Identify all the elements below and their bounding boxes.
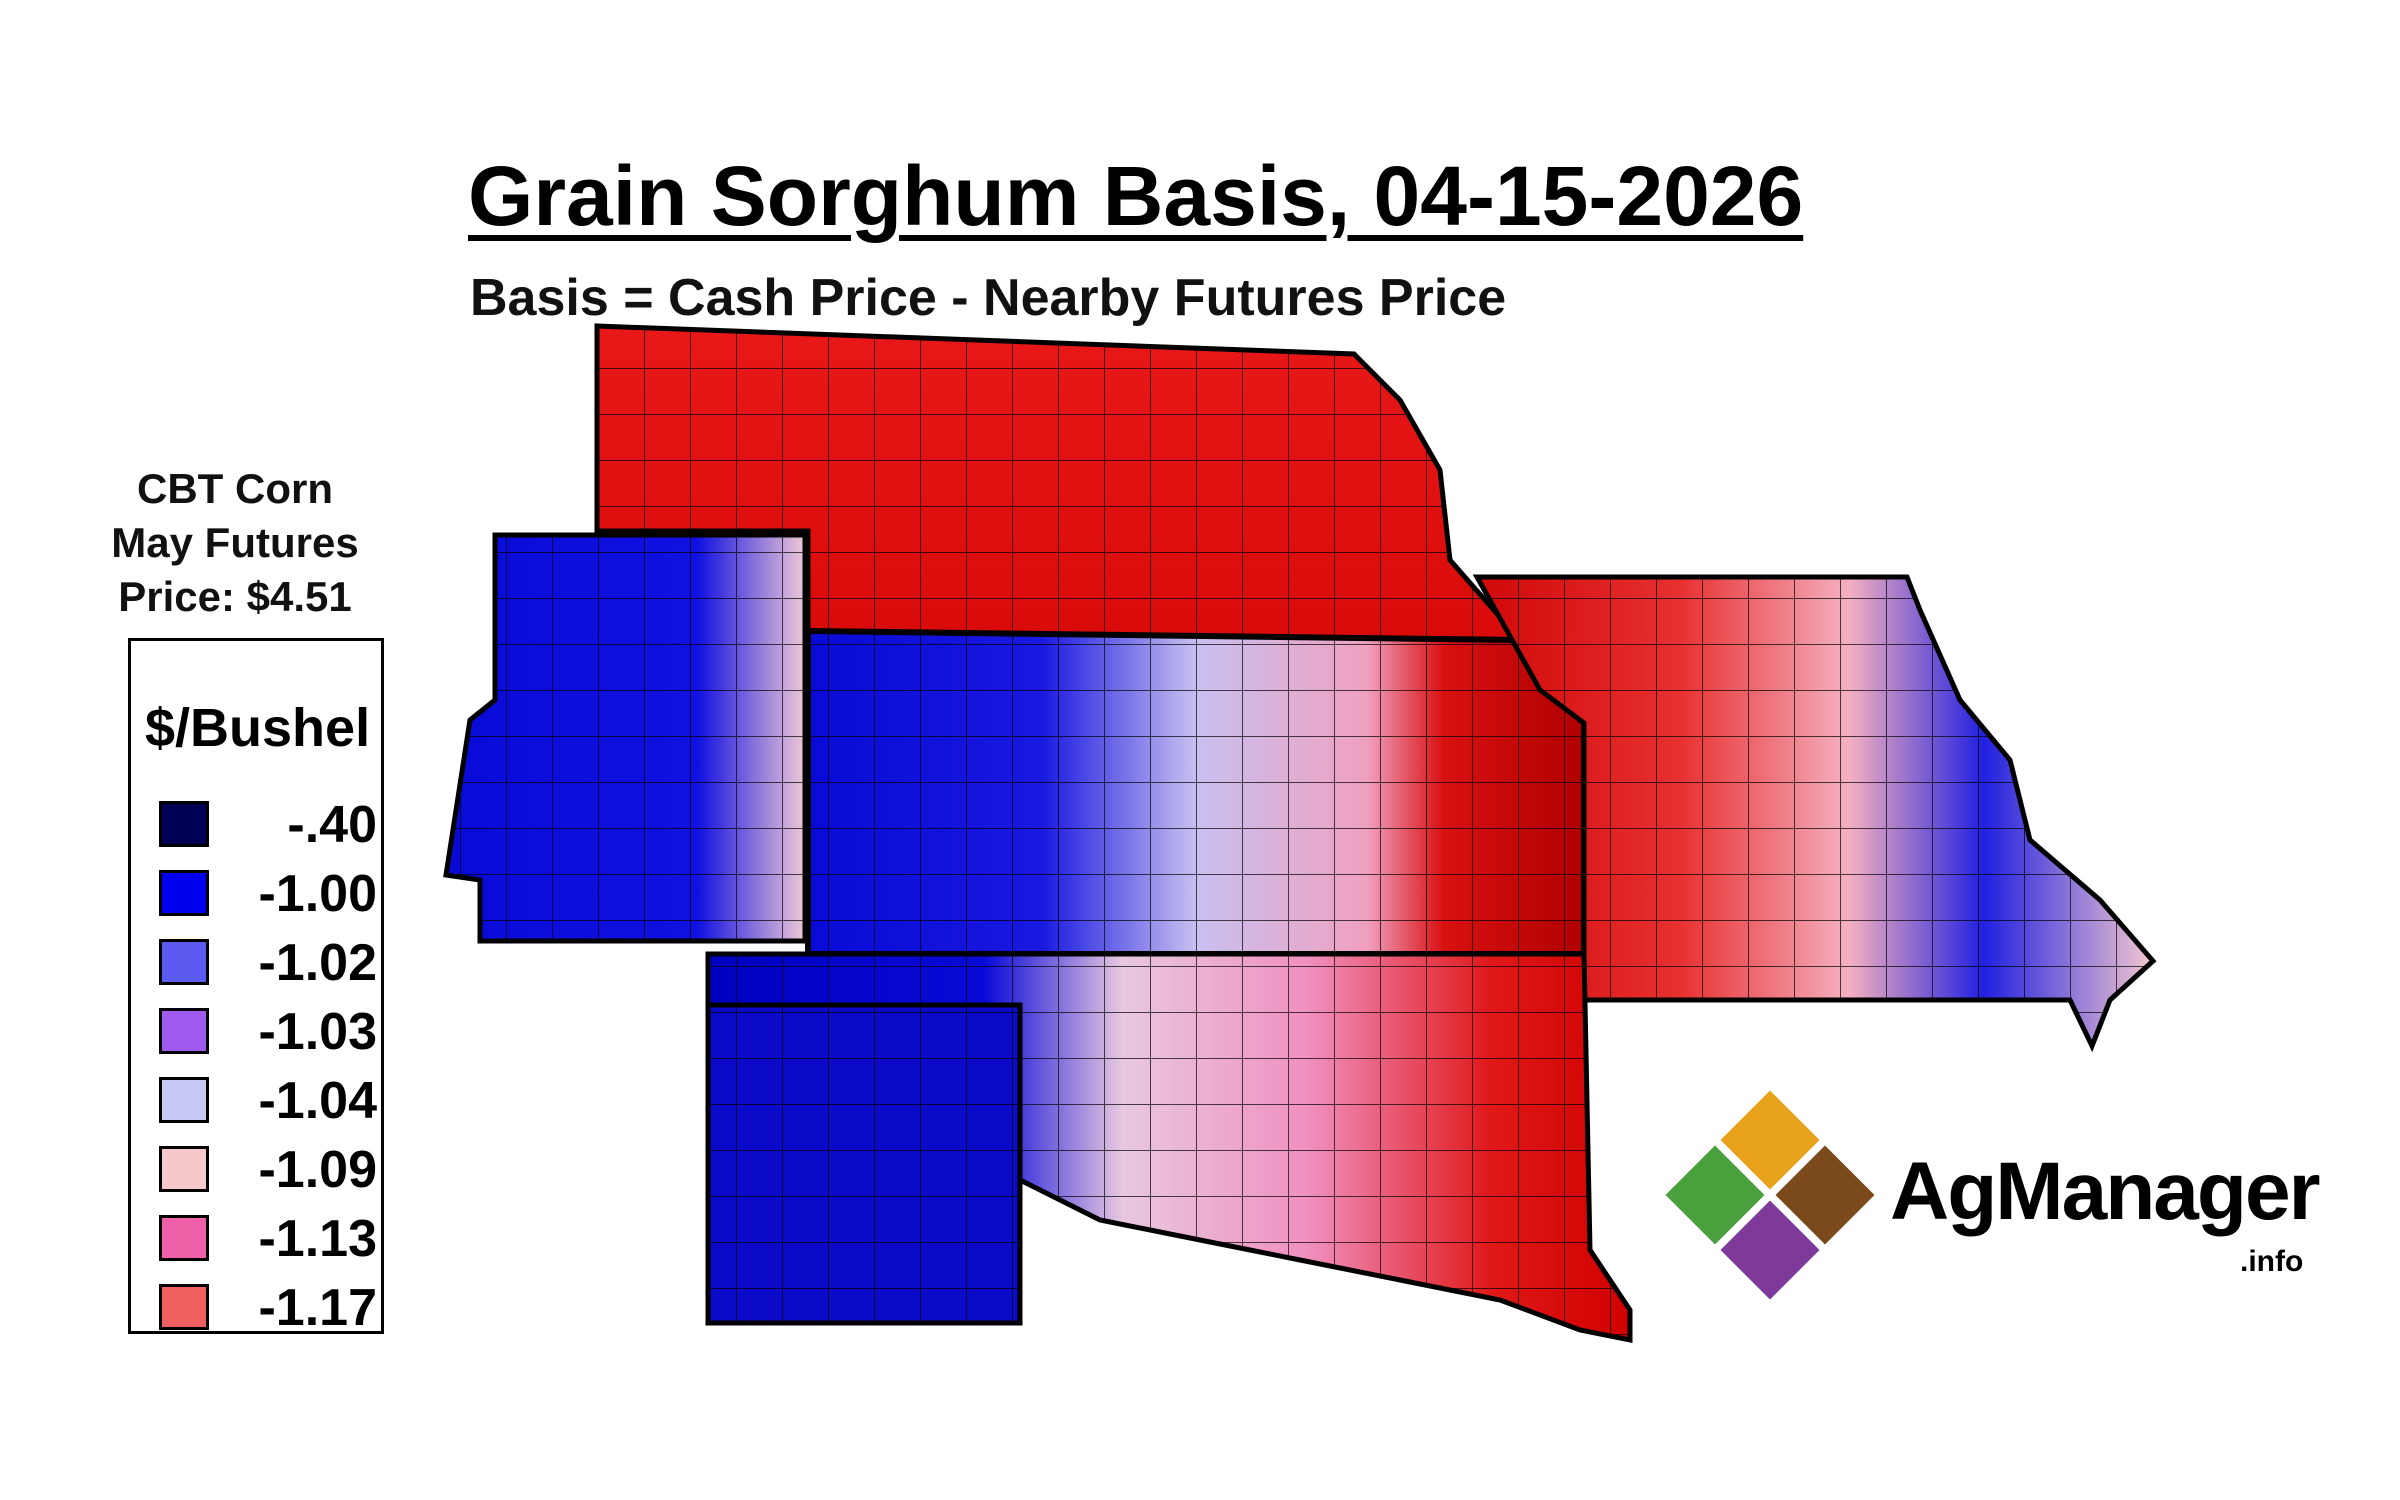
agmanager-logo: AgManager .info (1650, 1085, 2350, 1335)
legend-label: -1.03 (258, 1003, 377, 1061)
legend-item: -1.03 (159, 1003, 379, 1064)
legend-label: -1.00 (258, 865, 377, 923)
legend-item: -1.17 (159, 1279, 379, 1331)
legend-swatch (159, 939, 209, 985)
state-colorado (443, 532, 808, 944)
legend-item: -1.04 (159, 1072, 379, 1133)
legend-item: -1.02 (159, 934, 379, 995)
legend-label: -1.09 (258, 1141, 377, 1199)
state-kansas (805, 627, 1587, 957)
futures-line-3: Price: $4.51 (118, 573, 352, 620)
legend-label: -1.02 (258, 934, 377, 992)
state-oklahoma (705, 951, 1633, 1344)
futures-line-2: May Futures (111, 519, 359, 566)
futures-price-note: CBT Corn May Futures Price: $4.51 (80, 462, 390, 624)
legend: $/Bushel -.40 -1.00 -1.02 -1.03 -1.04 -1.09 -1… (128, 638, 384, 1334)
legend-item: -1.13 (159, 1210, 379, 1271)
map-title: Grain Sorghum Basis, 04-15-2026 (468, 149, 1804, 243)
legend-item: -1.09 (159, 1141, 379, 1202)
legend-swatch (159, 870, 209, 916)
legend-item: -1.00 (159, 865, 379, 926)
legend-label: -.40 (287, 796, 377, 854)
legend-swatch (159, 801, 209, 847)
legend-label: -1.04 (258, 1072, 377, 1130)
state-nebraska (594, 323, 1526, 643)
legend-swatch (159, 1284, 209, 1330)
logo-diamond-icon (1665, 1090, 1875, 1300)
legend-swatch (159, 1146, 209, 1192)
legend-swatch (159, 1008, 209, 1054)
legend-unit: $/Bushel (145, 698, 371, 758)
legend-swatch (159, 1215, 209, 1261)
state-missouri (1472, 574, 2157, 1053)
legend-swatch (159, 1077, 209, 1123)
legend-item: -.40 (159, 796, 379, 857)
logo-domain: .info (2240, 1245, 2304, 1278)
map-subtitle: Basis = Cash Price - Nearby Futures Pric… (470, 269, 1507, 327)
logo-name: AgManager (1890, 1146, 2321, 1237)
legend-label: -1.17 (258, 1279, 377, 1334)
legend-label: -1.13 (258, 1210, 377, 1268)
futures-line-1: CBT Corn (137, 465, 333, 512)
